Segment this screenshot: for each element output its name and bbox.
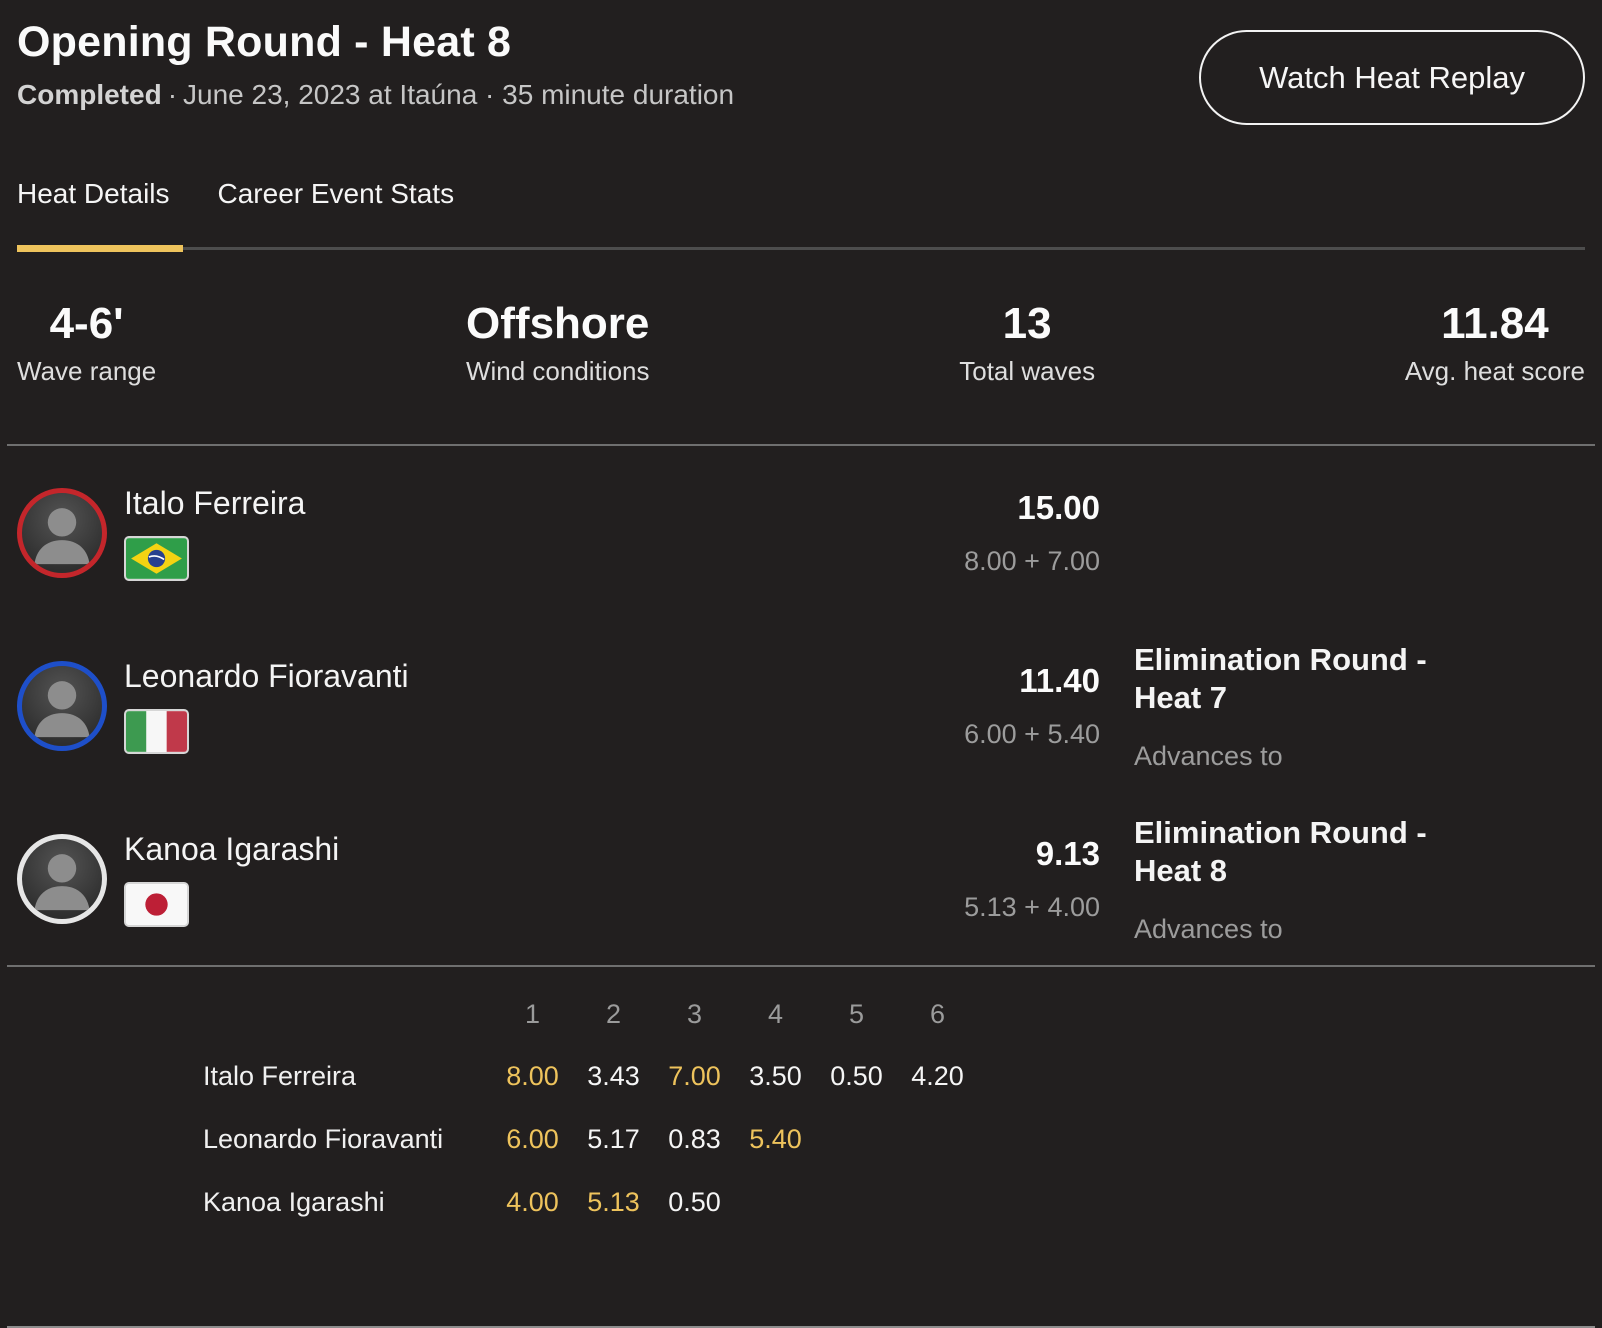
surfer-name: Kanoa Igarashi <box>124 830 340 867</box>
tab-heat-details[interactable]: Heat Details <box>17 178 170 209</box>
advance-info: Elimination Round - Heat 8 Advances to <box>1100 814 1585 944</box>
stat-avg-heat-score: 11.84 Avg. heat score <box>1404 299 1585 387</box>
advances-to-label: Advances to <box>1134 913 1283 944</box>
wave-score: 4.00 <box>506 1187 559 1217</box>
surfer-row-italo-ferreira: Italo Ferreira 15.00 8.00 + 7.00 <box>17 446 1585 619</box>
wave-score: 3.43 <box>587 1061 640 1091</box>
heat-meta: Completed · June 23, 2023 at Itaúna · 35 m… <box>17 79 734 111</box>
stat-value: 13 <box>1002 299 1052 348</box>
surfer-row-kanoa-igarashi: Kanoa Igarashi 9.13 5.13 + 4.00 Eliminat… <box>17 792 1585 965</box>
wave-score: 5.13 <box>587 1187 640 1217</box>
page-title: Opening Round - Heat 8 <box>17 18 512 66</box>
bottom-divider <box>7 1326 1595 1328</box>
wave-score: 5.40 <box>749 1124 802 1154</box>
avatar-cell <box>17 833 124 924</box>
wave-score: 6.00 <box>506 1124 559 1154</box>
wave-score: 4.20 <box>911 1061 964 1091</box>
score-breakdown: 6.00 + 5.40 <box>964 718 1100 749</box>
wave-column-header: 3 <box>686 999 703 1029</box>
avatar-cell <box>17 487 124 578</box>
heat-stats-row: 4-6' Wave range Offshore Wind conditions… <box>17 299 1585 387</box>
surfer-avatar <box>17 833 107 924</box>
heat-meta-text: June 23, 2023 at Itaúna · 35 minute dura… <box>183 79 735 110</box>
stat-total-waves: 13 Total waves <box>959 299 1096 387</box>
wave-score: 7.00 <box>668 1061 721 1091</box>
wave-row-surfer-name: Leonardo Fioravanti <box>203 1124 444 1154</box>
wave-table-row: Kanoa Igarashi 4.00 5.13 0.50 <box>203 1171 1585 1234</box>
tab-underline-track <box>17 247 1585 250</box>
tab-underline <box>17 245 1585 252</box>
stat-label: Total waves <box>959 356 1096 386</box>
score-breakdown: 5.13 + 4.00 <box>964 891 1100 922</box>
score-breakdown: 8.00 + 7.00 <box>964 545 1100 576</box>
advance-target: Elimination Round - Heat 8 <box>1134 814 1427 888</box>
heat-header: Opening Round - Heat 8 Completed · June 23… <box>17 18 1585 125</box>
stat-wind-conditions: Offshore Wind conditions <box>465 299 650 387</box>
wave-column-header: 6 <box>929 999 946 1029</box>
wave-score: 0.83 <box>668 1124 721 1154</box>
wave-scores-table: 1 2 3 4 5 6 Italo Ferreira 8.00 3.43 7.0… <box>203 999 1585 1234</box>
score-cell: 11.40 6.00 + 5.40 <box>890 661 1100 749</box>
heat-total-score: 11.40 <box>1019 661 1100 699</box>
stat-value: 11.84 <box>1441 299 1549 348</box>
surfer-photo-placeholder <box>34 507 90 564</box>
wave-row-surfer-name: Italo Ferreira <box>203 1061 357 1091</box>
wave-row-surfer-name: Kanoa Igarashi <box>203 1187 385 1217</box>
surfer-row-leonardo-fioravanti: Leonardo Fioravanti 11.40 6.00 + 5.40 El… <box>17 619 1585 792</box>
stat-label: Avg. heat score <box>1404 356 1585 386</box>
surfer-name: Italo Ferreira <box>124 484 306 521</box>
active-tab-indicator <box>17 245 183 252</box>
heat-total-score: 9.13 <box>1035 834 1100 872</box>
wave-table-row: Italo Ferreira 8.00 3.43 7.00 3.50 0.50 … <box>203 1045 1585 1108</box>
surfer-results-list: Italo Ferreira 15.00 8.00 + 7.00 <box>17 446 1585 965</box>
tab-career-event-stats[interactable]: Career Event Stats <box>217 178 455 209</box>
section-divider <box>7 965 1595 967</box>
surfer-info-cell: Italo Ferreira <box>124 485 890 581</box>
wave-score: 3.50 <box>749 1061 802 1091</box>
surfer-info-cell: Kanoa Igarashi <box>124 831 890 927</box>
section-divider <box>7 444 1595 446</box>
stat-value: Offshore <box>466 299 650 348</box>
wave-score: 0.50 <box>830 1061 883 1091</box>
score-cell: 15.00 8.00 + 7.00 <box>890 488 1100 576</box>
stat-label: Wind conditions <box>465 356 650 386</box>
advance-target: Elimination Round - Heat 7 <box>1134 641 1427 715</box>
surfer-photo-placeholder <box>34 853 90 910</box>
brazil-flag-icon <box>124 535 189 581</box>
heat-total-score: 15.00 <box>1017 488 1100 526</box>
wave-table-header: 1 2 3 4 5 6 <box>203 999 1585 1045</box>
wave-column-header: 2 <box>605 999 622 1029</box>
watch-heat-replay-button[interactable]: Watch Heat Replay <box>1199 30 1585 125</box>
heat-header-left: Opening Round - Heat 8 Completed · June 23… <box>17 18 734 111</box>
wave-score: 8.00 <box>506 1061 559 1091</box>
wave-column-header: 4 <box>767 999 784 1029</box>
tab-bar: Heat Details Career Event Stats <box>17 177 1585 211</box>
surfer-info-cell: Leonardo Fioravanti <box>124 658 890 754</box>
stat-value: 4-6' <box>49 299 124 348</box>
surfer-photo-placeholder <box>34 680 90 737</box>
heat-status: Completed <box>17 79 162 110</box>
wave-score: 5.17 <box>587 1124 640 1154</box>
surfer-name: Leonardo Fioravanti <box>124 657 409 694</box>
wave-score: 0.50 <box>668 1187 721 1217</box>
stat-label: Wave range <box>17 356 157 386</box>
surfer-avatar <box>17 660 107 751</box>
surfer-avatar <box>17 487 107 578</box>
italy-flag-icon <box>124 708 189 754</box>
advances-to-label: Advances to <box>1134 740 1283 771</box>
score-cell: 9.13 5.13 + 4.00 <box>890 834 1100 922</box>
wave-table-row: Leonardo Fioravanti 6.00 5.17 0.83 5.40 <box>203 1108 1585 1171</box>
advance-info: Elimination Round - Heat 7 Advances to <box>1100 641 1585 771</box>
stat-wave-range: 4-6' Wave range <box>17 299 157 387</box>
wave-column-header: 1 <box>524 999 541 1029</box>
wave-column-header: 5 <box>848 999 865 1029</box>
japan-flag-icon <box>124 881 189 927</box>
meta-separator: · <box>167 79 178 110</box>
avatar-cell <box>17 660 124 751</box>
